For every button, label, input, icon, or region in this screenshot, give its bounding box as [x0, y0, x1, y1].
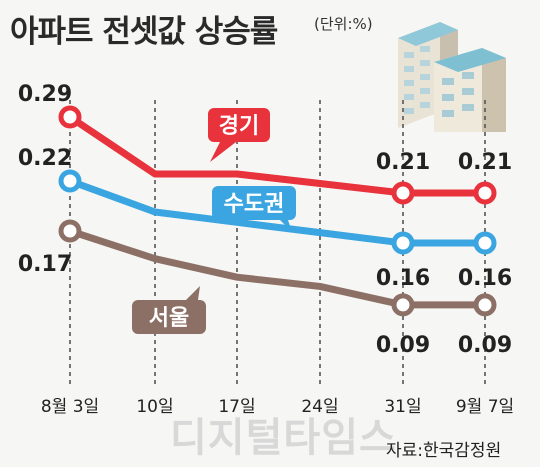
series-line-2	[66, 227, 489, 309]
data-point-2-4	[391, 293, 415, 317]
data-point-2-0	[58, 219, 82, 243]
source-note: 자료:한국감정원	[386, 441, 502, 461]
data-point-1-4	[391, 231, 415, 255]
series-line-0	[66, 113, 489, 197]
chart-title: 아파트 전셋값 상승률	[10, 14, 278, 50]
data-point-1-5	[473, 231, 497, 255]
value-label-0-4: 0.21	[376, 150, 430, 175]
x-tick-label-4: 31일	[384, 397, 421, 417]
watermark: 디지털타임스	[170, 415, 397, 461]
legend-label-0: 경기	[219, 114, 259, 139]
x-tick-label-1: 10일	[136, 397, 173, 417]
legend-label-1: 수도권	[224, 192, 285, 217]
value-label-2-5: 0.09	[458, 333, 512, 358]
data-point-2-5	[473, 293, 497, 317]
legend-tail-1	[280, 220, 292, 232]
unit-note: (단위:%)	[314, 15, 373, 33]
legend-label-2: 서울	[149, 306, 189, 331]
value-label-0-5: 0.21	[458, 150, 512, 175]
apartment-building-icon	[398, 22, 506, 132]
legend-tail-0	[210, 142, 236, 162]
data-point-0-5	[473, 181, 497, 205]
value-label-1-5: 0.16	[458, 266, 512, 291]
legend-badge-0	[208, 108, 270, 142]
value-label-2-4: 0.09	[376, 333, 430, 358]
data-point-0-4	[391, 181, 415, 205]
x-tick-label-5: 9월 7일	[456, 397, 514, 417]
data-point-0-0	[58, 105, 82, 129]
value-label-2-0: 0.17	[18, 252, 72, 277]
legend-badge-1	[212, 186, 296, 220]
data-point-1-0	[58, 169, 82, 193]
x-tick-label-3: 24일	[301, 397, 338, 417]
x-tick-label-0: 8월 3일	[41, 397, 99, 417]
value-label-1-0: 0.22	[18, 146, 72, 171]
legend-badge-2	[132, 300, 206, 334]
value-label-0-0: 0.29	[18, 82, 72, 107]
value-label-1-4: 0.16	[376, 266, 430, 291]
x-tick-label-2: 17일	[218, 397, 255, 417]
legend-tail-2	[186, 286, 200, 300]
series-line-1	[66, 177, 489, 247]
